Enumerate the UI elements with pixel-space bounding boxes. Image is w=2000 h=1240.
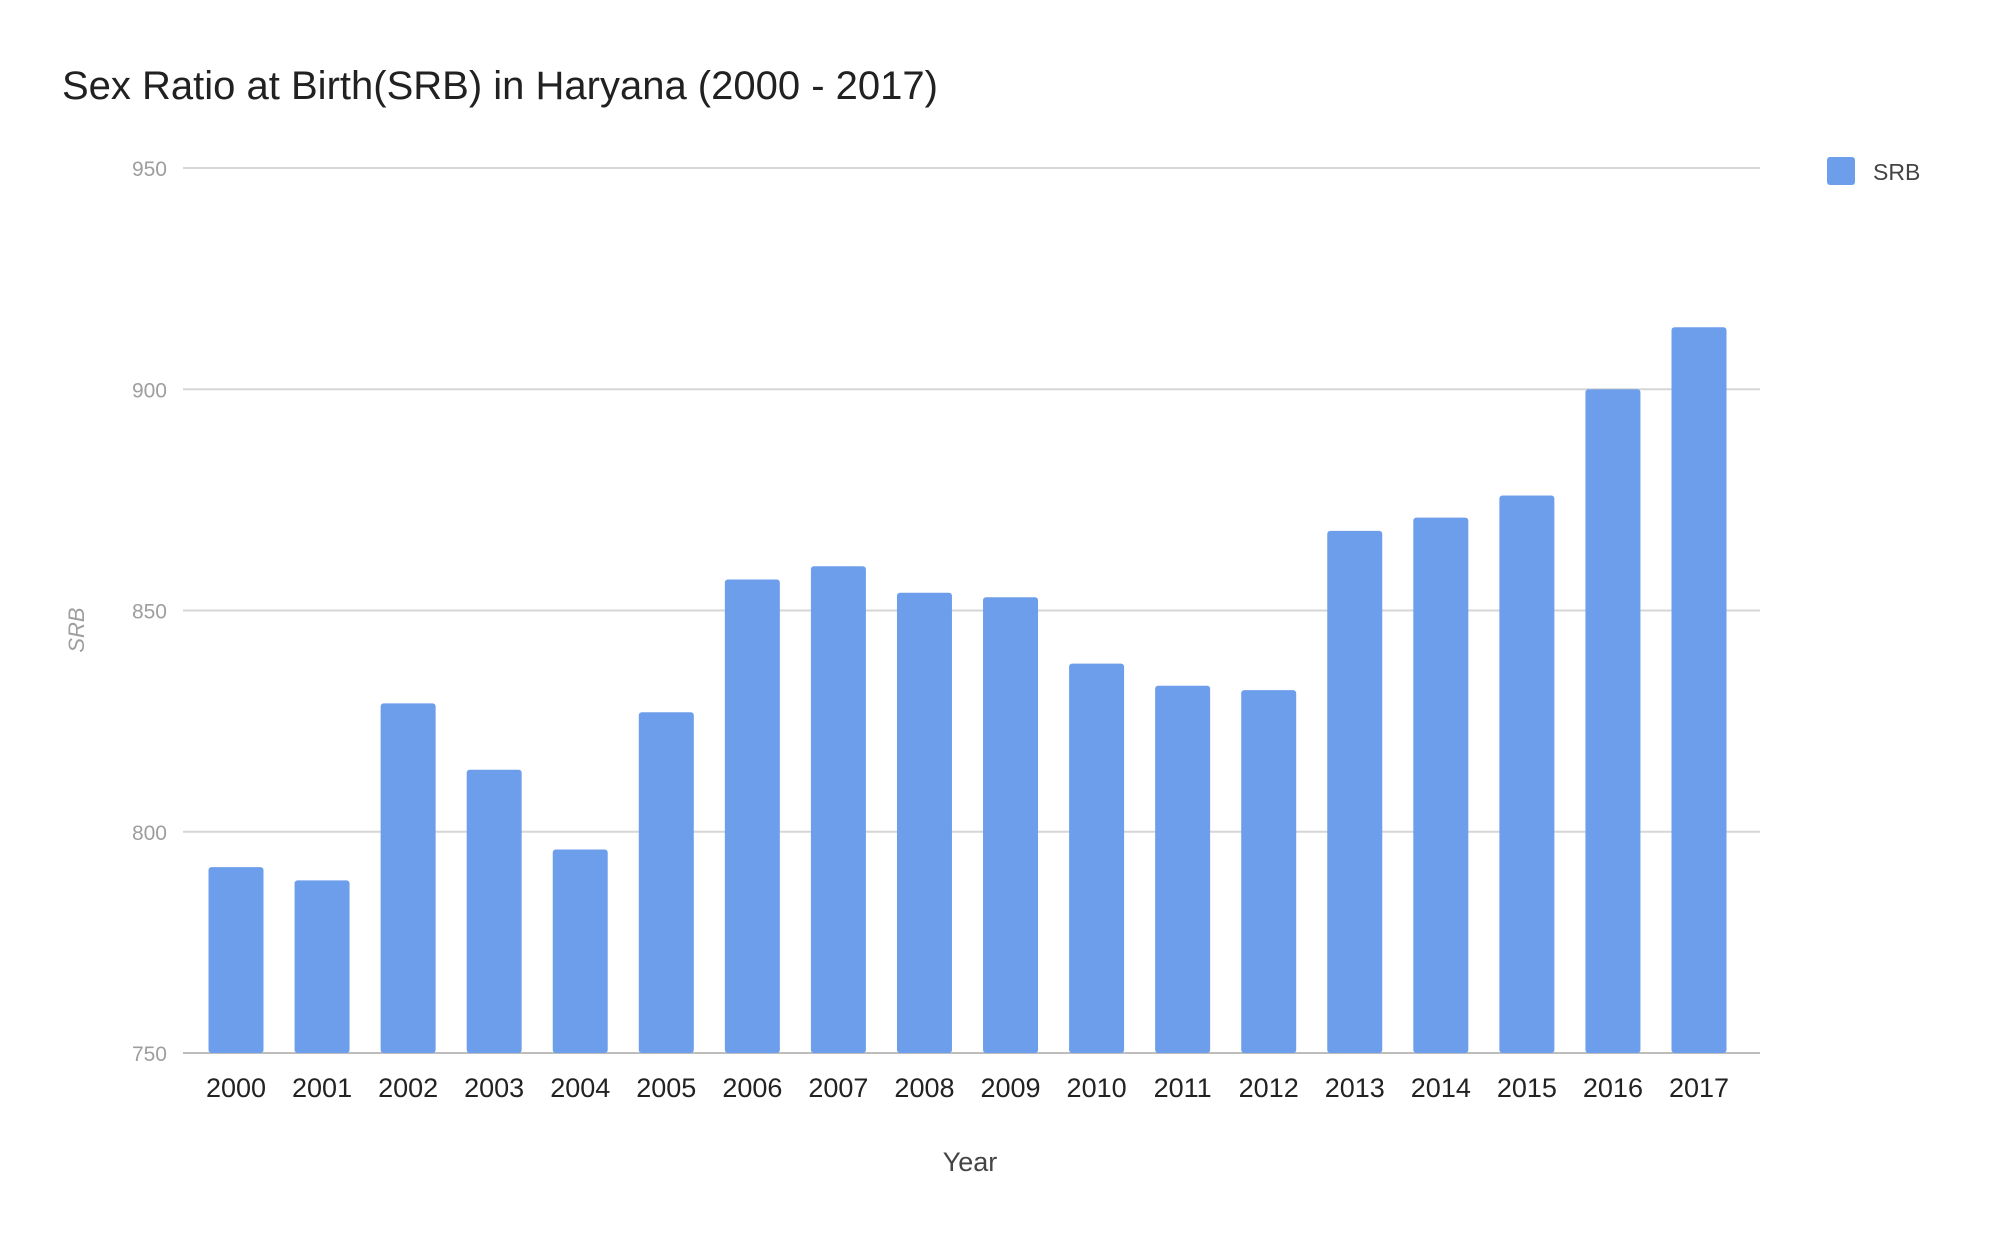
y-tick-label: 800 — [132, 822, 167, 845]
x-tick-label: 2001 — [292, 1073, 352, 1103]
y-tick-label: 900 — [132, 379, 167, 402]
x-tick-label: 2017 — [1669, 1073, 1729, 1103]
x-tick-label: 2005 — [636, 1073, 696, 1103]
x-tick-label: 2010 — [1067, 1073, 1127, 1103]
x-tick-label: 2016 — [1583, 1073, 1643, 1103]
bar-2002 — [380, 703, 436, 1053]
x-tick-label: 2014 — [1411, 1073, 1471, 1103]
x-tick-label: 2007 — [808, 1073, 868, 1103]
legend: SRB — [1827, 157, 1920, 185]
x-tick-label: 2013 — [1325, 1073, 1385, 1103]
x-tick-label: 2002 — [378, 1073, 438, 1103]
y-axis-label: SRB — [64, 607, 89, 652]
y-tick-label: 850 — [132, 601, 167, 624]
x-tick-label: 2000 — [206, 1073, 266, 1103]
x-tick-label: 2015 — [1497, 1073, 1557, 1103]
bar-2015 — [1499, 495, 1555, 1053]
bar-2013 — [1327, 530, 1383, 1053]
x-tick-label: 2006 — [722, 1073, 782, 1103]
chart-title: Sex Ratio at Birth(SRB) in Haryana (2000… — [62, 64, 938, 108]
bar-2004 — [552, 849, 608, 1053]
legend-swatch — [1827, 157, 1855, 185]
x-tick-label: 2011 — [1154, 1073, 1212, 1103]
x-tick-label: 2009 — [980, 1073, 1040, 1103]
bars — [208, 327, 1727, 1053]
x-tick-label: 2008 — [894, 1073, 954, 1103]
bar-2000 — [208, 867, 264, 1053]
bar-2012 — [1241, 690, 1297, 1053]
bar-2011 — [1155, 685, 1211, 1053]
bar-2017 — [1671, 327, 1727, 1053]
bar-2003 — [466, 769, 522, 1053]
gridlines — [183, 167, 1760, 1054]
legend-label: SRB — [1873, 159, 1920, 185]
x-tick-label: 2004 — [550, 1073, 610, 1103]
bar-2001 — [294, 880, 350, 1053]
x-tick-label: 2003 — [464, 1073, 524, 1103]
x-tick-label: 2012 — [1239, 1073, 1299, 1103]
bar-2008 — [896, 592, 952, 1053]
bar-2016 — [1585, 389, 1641, 1053]
x-axis-label: Year — [943, 1147, 998, 1177]
bar-2005 — [638, 712, 694, 1053]
y-axis-ticks: 750 800 850 900 950 — [132, 158, 167, 1066]
x-axis-ticks: 2000 2001 2002 2003 2004 2005 2006 2007 2008 2009… — [206, 1073, 1729, 1103]
bar-2007 — [810, 566, 866, 1053]
bar-2014 — [1413, 517, 1469, 1053]
bar-2009 — [983, 597, 1039, 1053]
bar-2010 — [1069, 663, 1125, 1053]
y-tick-label: 950 — [132, 158, 167, 181]
bar-2006 — [724, 579, 780, 1053]
y-tick-label: 750 — [132, 1043, 167, 1066]
